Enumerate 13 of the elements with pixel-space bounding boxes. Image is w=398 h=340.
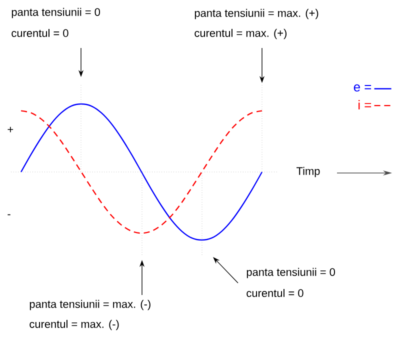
legend-label: i = (358, 100, 372, 110)
text: curentul = 0 (246, 288, 304, 298)
text: panta tensiunii = max. (-) (30, 300, 150, 310)
text: panta tensiunii = max. (+) (194, 8, 318, 20)
text: panta tensiunii = 0 (12, 8, 100, 18)
text: curentul = 0 (12, 28, 68, 38)
text: - (8, 214, 10, 216)
text: curentul = max. (+) (194, 28, 286, 40)
legend-label: e = (354, 84, 372, 92)
x-axis-title: Timp (296, 166, 320, 178)
text: curentul = max. (-) (30, 320, 119, 330)
annotation: + (8, 126, 14, 132)
text: panta tensiunii = 0 (246, 268, 336, 278)
